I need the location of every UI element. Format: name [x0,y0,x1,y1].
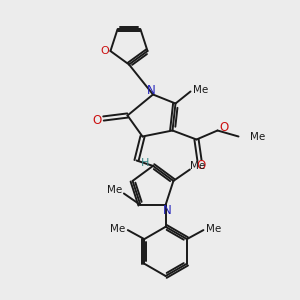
Text: N: N [147,83,156,97]
Text: O: O [196,159,206,172]
Text: Me: Me [190,161,206,171]
Text: O: O [101,46,110,56]
Text: Me: Me [110,224,125,234]
Text: Me: Me [107,185,122,195]
Text: O: O [219,121,228,134]
Text: Me: Me [250,131,265,142]
Text: H: H [141,158,150,169]
Text: N: N [163,204,172,218]
Text: O: O [92,113,101,127]
Text: Me: Me [206,224,221,234]
Text: Me: Me [194,85,208,95]
